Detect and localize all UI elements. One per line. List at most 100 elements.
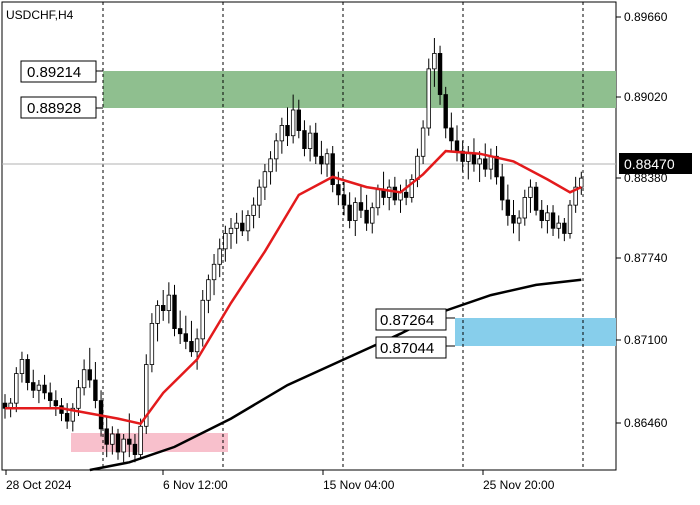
candle-body [70,407,75,422]
candle-body [245,215,251,232]
candle-body [104,428,109,445]
zone-top-high-text: 0.89214 [27,64,81,81]
candle-body [573,186,578,206]
candle-body [81,369,87,389]
candle-body [155,305,160,324]
candle-body [42,384,47,394]
candle-body [375,189,381,209]
candle-body [217,248,222,265]
vertical-grid [102,2,584,470]
slow-moving-average [89,278,582,472]
zone-bottom-low-text: 0.87044 [380,340,434,357]
candle-body [290,109,296,137]
candle-body [138,425,143,455]
candle-body [358,202,364,211]
candle-body [403,191,409,198]
candle-body [494,155,499,178]
candle-body [511,215,516,224]
candle-body [443,94,448,129]
candle-body [262,171,268,188]
candle-body [409,179,414,198]
candle-body [550,212,556,229]
candle-body [144,364,149,427]
candle-body [522,197,527,219]
candle-body [562,222,567,234]
candle-body [36,384,42,391]
candle-body [110,433,115,445]
candle-body [115,433,121,453]
price-tick: 0.87740 [624,251,668,265]
candle-body [364,209,369,224]
candle-body [370,207,375,224]
fast-moving-average [5,149,582,426]
zone-label-box [375,308,447,331]
time-tick: 15 Nov 04:00 [323,478,395,492]
candle-body [228,227,234,234]
candle-body [251,204,256,216]
candle-body [206,279,211,301]
candle-body [313,132,318,157]
price-axis: 0.89660 0.89020 0.88380 0.87740 0.87100 … [616,10,668,430]
candle-body [477,158,482,165]
candle-body [319,155,324,165]
zone-bottom-low-label: 0.87044 [375,336,447,359]
price-tick: 0.89660 [624,10,668,24]
current-price-text: 0.88470 [624,156,675,172]
candle-body [48,392,53,401]
candle-body [87,369,92,381]
candle-body [172,294,177,329]
candle-body [273,140,279,160]
support-zone [455,318,616,346]
zone-bottom-high-text: 0.87264 [380,312,434,329]
candle-body [324,153,330,165]
low-zone [71,433,228,452]
candle-body [19,359,25,374]
candle-body [160,305,166,311]
candle-body [307,132,313,149]
candle-body [268,158,273,173]
resistance-zone [103,71,616,108]
candle-body [200,299,205,340]
candle-body [296,109,301,131]
candle-body [437,53,443,95]
candle-body [279,125,285,142]
candle-body [166,294,172,311]
candle-body [234,222,239,229]
time-axis: 28 Oct 2024 6 Nov 12:00 15 Nov 04:00 25 … [5,470,555,492]
candle-body [516,217,522,224]
candle-body [127,438,132,445]
candle-body [341,194,347,206]
candle-body [386,186,392,198]
candle-body [505,199,511,216]
candle-body [93,379,98,401]
candle-body [528,186,533,198]
candle-body [194,338,200,353]
zone-top-low-text: 0.88928 [27,100,81,117]
time-tick: 6 Nov 12:00 [163,478,228,492]
candle-body [285,125,290,137]
price-tick: 0.86460 [624,416,668,430]
candle-body [499,176,505,201]
current-price-badge [619,153,692,174]
candle-body [132,443,138,455]
candle-body [347,204,352,221]
zone-top-low-label: 0.88928 [20,96,97,119]
price-tick: 0.88380 [624,171,668,185]
time-tick: 28 Oct 2024 [6,478,72,492]
candle-body [76,387,81,409]
candle-body [336,184,341,196]
candle-body [454,140,460,152]
candle-body [25,359,30,383]
candle-body [567,204,573,234]
candle-body [426,68,431,129]
time-tick: 25 Nov 20:00 [483,478,555,492]
candle-body [64,413,70,422]
candle-body [483,158,488,170]
candle-body [556,222,561,229]
candle-body [488,155,494,170]
zone-top-high-label: 0.89214 [20,60,97,83]
candle-body [449,127,454,142]
candle-body [460,150,465,162]
